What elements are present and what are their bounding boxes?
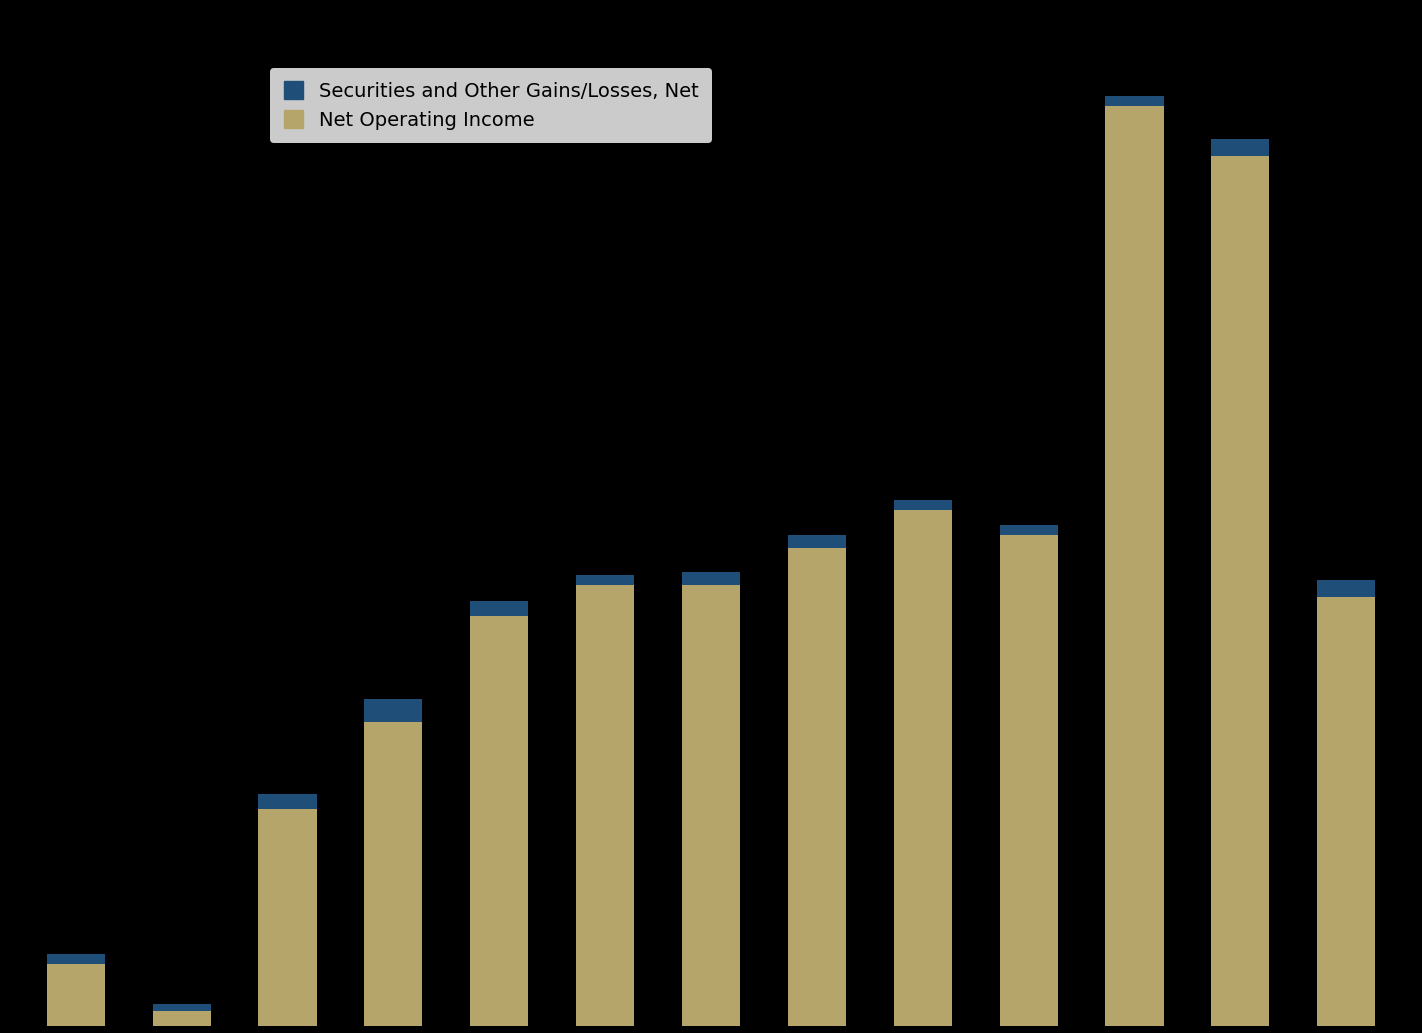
Legend: Securities and Other Gains/Losses, Net, Net Operating Income: Securities and Other Gains/Losses, Net, … <box>270 67 712 144</box>
Bar <box>152 1004 210 1011</box>
Bar <box>683 585 739 1026</box>
Bar <box>364 699 422 722</box>
Bar <box>1105 106 1163 1026</box>
Bar <box>893 510 951 1026</box>
Bar <box>576 585 634 1026</box>
Bar <box>788 547 846 1026</box>
Bar <box>893 500 951 510</box>
Bar <box>47 964 105 1026</box>
Bar <box>1317 580 1375 597</box>
Bar <box>471 601 529 616</box>
Bar <box>1212 156 1270 1026</box>
Bar <box>1212 138 1270 156</box>
Bar <box>152 1011 210 1026</box>
Bar <box>576 575 634 585</box>
Bar <box>683 572 739 585</box>
Bar <box>259 793 317 809</box>
Bar <box>47 953 105 964</box>
Bar <box>1105 96 1163 106</box>
Bar <box>1000 525 1058 535</box>
Bar <box>471 616 529 1026</box>
Bar <box>364 722 422 1026</box>
Bar <box>788 535 846 547</box>
Bar <box>259 809 317 1026</box>
Bar <box>1317 597 1375 1026</box>
Bar <box>1000 535 1058 1026</box>
